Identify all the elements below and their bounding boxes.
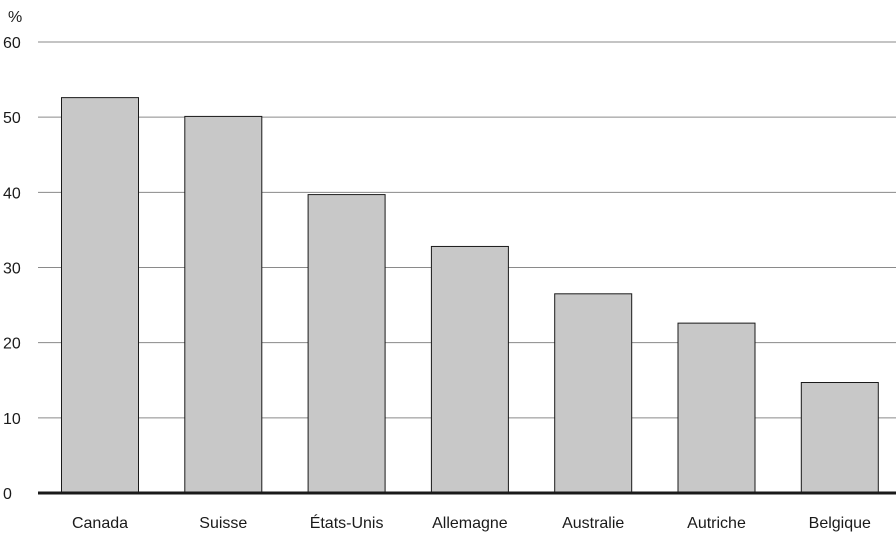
x-category-label: Canada (72, 515, 128, 532)
bar-suisse (184, 115, 263, 494)
y-axis-unit-label: % (8, 9, 22, 26)
bar--tats-unis (307, 194, 386, 494)
y-tick-label: 40 (3, 185, 21, 202)
y-tick-label: 50 (3, 110, 21, 127)
x-category-label: Australie (562, 515, 624, 532)
x-category-label: Suisse (199, 515, 247, 532)
labels: % 0 10 20 30 40 50 60 Canada Suisse États-Unis All… (3, 9, 871, 532)
x-category-label: Belgique (809, 515, 871, 532)
bar-belgique (800, 382, 879, 494)
bar-canada (61, 97, 139, 494)
bar-autriche (677, 322, 756, 494)
x-category-label: Allemagne (432, 515, 508, 532)
y-tick-label: 20 (3, 336, 21, 353)
y-tick-label: 60 (3, 35, 21, 52)
y-tick-label: 10 (3, 411, 21, 428)
bars (61, 97, 879, 494)
y-tick-label: 30 (3, 261, 21, 278)
x-category-label: États-Unis (310, 513, 384, 532)
bar-australie (554, 293, 633, 494)
x-category-label: Autriche (687, 515, 746, 532)
bar-allemagne (430, 245, 509, 494)
y-tick-label: 0 (3, 486, 12, 503)
